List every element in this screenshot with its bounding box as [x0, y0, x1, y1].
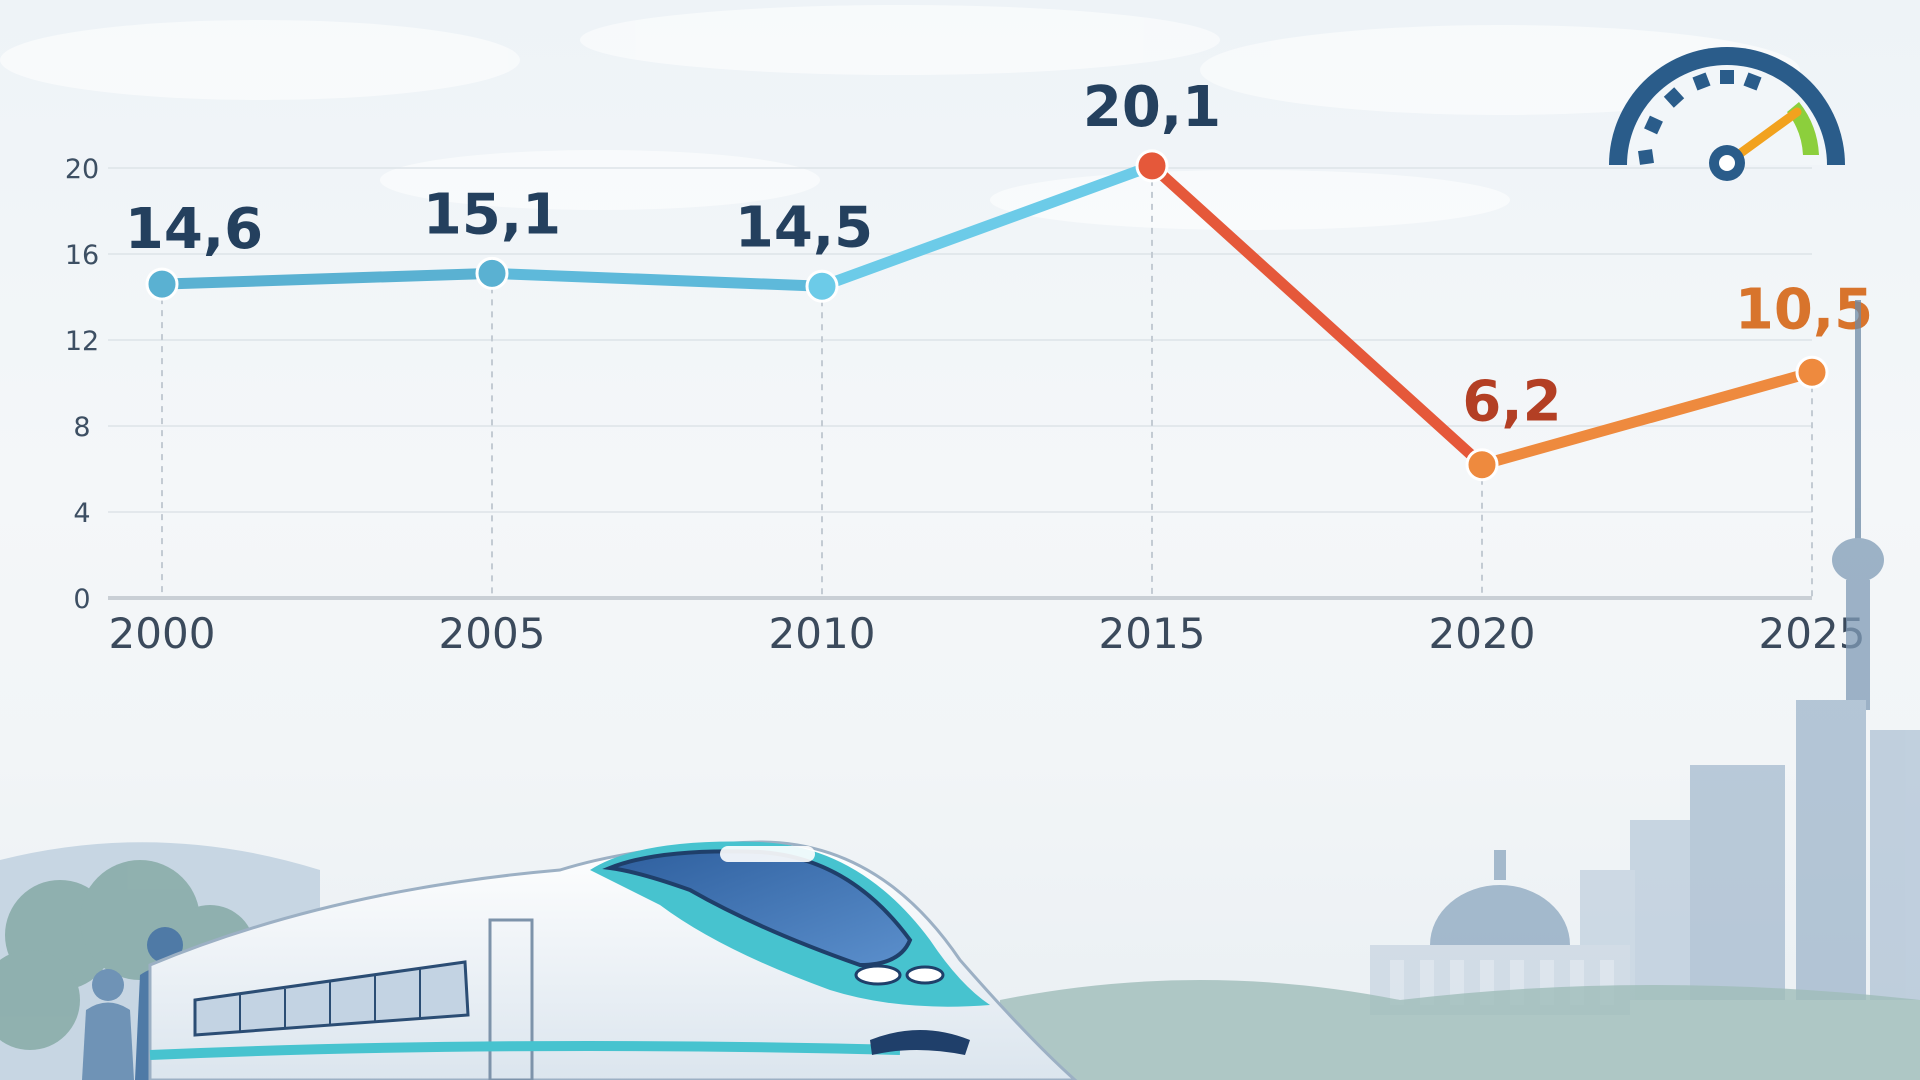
- x-axis-ticks: 2000 2005 2010 2015 2020 2025: [109, 179, 1865, 658]
- data-point: [1795, 355, 1829, 389]
- series-points: [145, 149, 1829, 482]
- landscape-decoration: [0, 842, 1920, 1080]
- series-line-segment: [486, 267, 828, 292]
- data-point: [1465, 448, 1499, 482]
- data-labels: 14,6 15,1 14,5 20,1 6,2 10,5: [125, 75, 1873, 435]
- y-tick-label: 20: [65, 154, 99, 185]
- data-point: [475, 256, 509, 290]
- series-line-segment: [1476, 366, 1818, 471]
- data-label: 6,2: [1462, 370, 1561, 435]
- x-tick-label: 2010: [769, 609, 876, 658]
- grid-lines: [108, 167, 1812, 513]
- speedometer-icon: [1609, 47, 1845, 181]
- data-point: [805, 269, 839, 303]
- cloud-decoration: [0, 5, 1800, 230]
- x-tick-label: 2015: [1099, 609, 1206, 658]
- data-point: [145, 267, 179, 301]
- data-label: 10,5: [1735, 277, 1873, 342]
- y-tick-label: 4: [73, 498, 90, 529]
- data-point: [1135, 149, 1169, 183]
- series-line-segment: [156, 267, 498, 290]
- series-line-segment: [1146, 160, 1488, 471]
- high-speed-train-icon: [148, 840, 1078, 1080]
- y-tick-label: 12: [65, 326, 99, 357]
- y-tick-label: 16: [65, 240, 99, 271]
- data-label: 15,1: [423, 182, 561, 247]
- data-label: 14,5: [735, 195, 873, 260]
- x-tick-label: 2000: [109, 609, 216, 658]
- data-label: 20,1: [1083, 75, 1221, 140]
- series-line-segment: [816, 160, 1158, 292]
- x-tick-label: 2020: [1429, 609, 1536, 658]
- x-tick-label: 2005: [439, 609, 546, 658]
- y-axis-ticks: 0 4 8 12 16 20: [65, 154, 99, 615]
- data-label: 14,6: [125, 197, 263, 262]
- series-line: [156, 160, 1818, 471]
- y-tick-label: 0: [73, 584, 90, 615]
- y-tick-label: 8: [73, 412, 90, 443]
